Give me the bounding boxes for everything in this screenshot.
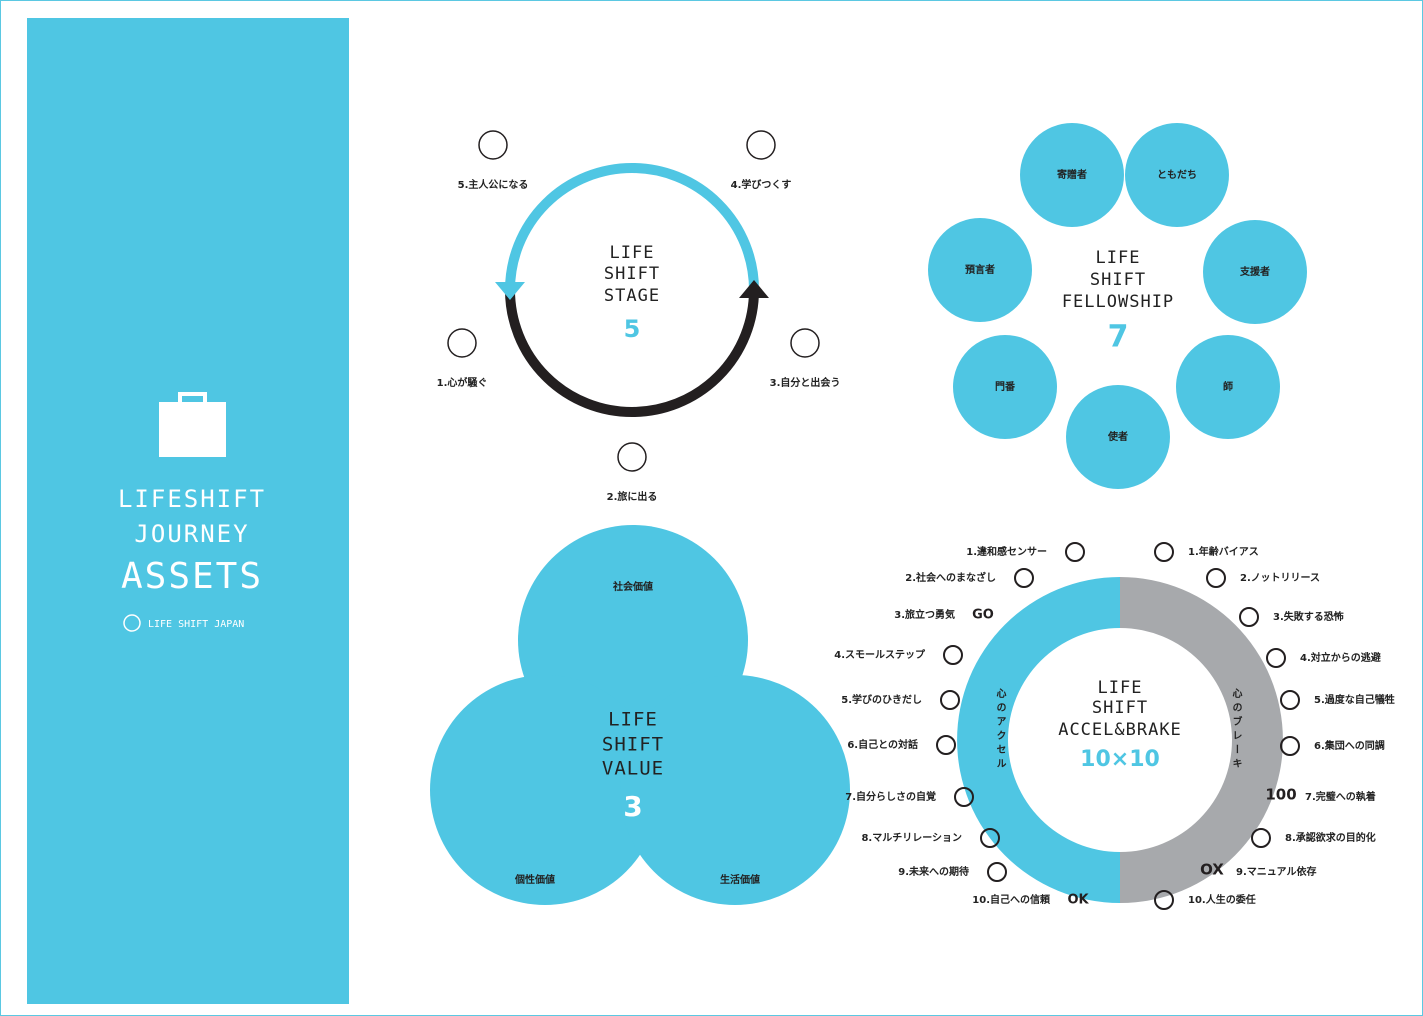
brake-item: 10.人生の委任 xyxy=(1188,893,1256,906)
fellow-label: 師 xyxy=(1223,380,1233,393)
brand-name: LIFE SHIFT JAPAN xyxy=(148,619,244,630)
brake-item: 6.集団への同調 xyxy=(1314,739,1385,752)
section-title: LIFE xyxy=(1096,248,1141,268)
section-title: STAGE xyxy=(604,286,660,306)
brake-item: 1.年齢バイアス xyxy=(1188,545,1259,558)
fellow-label: 寄贈者 xyxy=(1057,168,1087,181)
value-label: 社会価値 xyxy=(612,580,653,593)
brake-item: 8.承認欲求の目的化 xyxy=(1285,831,1376,844)
section-count: 5 xyxy=(624,315,641,343)
section-count: 10×10 xyxy=(1080,747,1160,772)
stage-label: 4.学びつくす xyxy=(731,178,792,191)
sidebar-title: JOURNEY xyxy=(134,520,249,548)
section-title: SHIFT xyxy=(602,734,664,756)
section-title: LIFE xyxy=(1098,678,1143,698)
section-count: 7 xyxy=(1108,320,1129,355)
sidebar-title: ASSETS xyxy=(121,556,263,597)
stage-label: 3.自分と出会う xyxy=(770,376,841,389)
stage-label: 2.旅に出る xyxy=(607,490,658,503)
accel-item: 1.違和感センサー xyxy=(966,545,1047,558)
brake-item: 2.ノットリリース xyxy=(1240,572,1320,584)
accel-item: 4.スモールステップ xyxy=(834,648,926,661)
accel-label: 心のアクセル xyxy=(994,688,1006,772)
accel-item: 6.自己との対話 xyxy=(847,738,918,751)
section-title: SHIFT xyxy=(604,264,660,284)
section-title: FELLOWSHIP xyxy=(1062,292,1174,312)
section-title: LIFE xyxy=(610,243,655,263)
section-count: 3 xyxy=(623,790,642,823)
page: LIFESHIFTJOURNEYASSETSLIFE SHIFT JAPANLI… xyxy=(0,0,1423,1016)
accel-item: 2.社会へのまなざし xyxy=(905,571,996,584)
stage-label: 1.心が騒ぐ xyxy=(437,376,488,389)
accel-item: 8.マルチリレーション xyxy=(861,832,962,844)
fellow-label: 預言者 xyxy=(965,263,995,276)
brake-item: 5.過度な自己犠牲 xyxy=(1314,693,1395,706)
value-label: 生活価値 xyxy=(720,873,760,886)
accel-item: 5.学びのひきだし xyxy=(841,693,922,706)
value-label: 個性価値 xyxy=(514,873,555,886)
stage-label: 5.主人公になる xyxy=(458,178,529,191)
brake-item: 3.失敗する恐怖 xyxy=(1273,610,1344,623)
brake-item: 7.完璧への執着 xyxy=(1305,790,1376,803)
brake-item: 9.マニュアル依存 xyxy=(1236,865,1316,878)
sidebar-title: LIFESHIFT xyxy=(118,485,266,513)
section-title: LIFE xyxy=(608,709,658,731)
section-title: VALUE xyxy=(602,758,664,780)
brake-item: 4.対立からの逃避 xyxy=(1300,651,1381,664)
fellow-label: 門番 xyxy=(995,380,1016,393)
accel-icon: OK xyxy=(1067,893,1089,908)
section-title: SHIFT xyxy=(1090,270,1146,290)
brake-icon: OX xyxy=(1200,861,1224,879)
accel-item: 10.自己への信頼 xyxy=(972,893,1051,906)
brake-label: 心のブレーキ xyxy=(1230,688,1242,772)
fellow-label: 支援者 xyxy=(1239,265,1270,278)
fellow-label: ともだち xyxy=(1157,169,1197,181)
brake-icon: 100 xyxy=(1265,786,1296,804)
section-title: SHIFT xyxy=(1092,698,1148,718)
accel-item: 7.自分らしさの自覚 xyxy=(845,790,936,803)
fellow-label: 使者 xyxy=(1107,430,1128,443)
accel-item: 3.旅立つ勇気 xyxy=(894,608,955,621)
section-title: ACCEL&BRAKE xyxy=(1058,720,1182,740)
accel-item: 9.未来への期待 xyxy=(898,865,969,878)
briefcase-icon xyxy=(159,394,226,457)
accel-icon: GO xyxy=(972,608,994,623)
